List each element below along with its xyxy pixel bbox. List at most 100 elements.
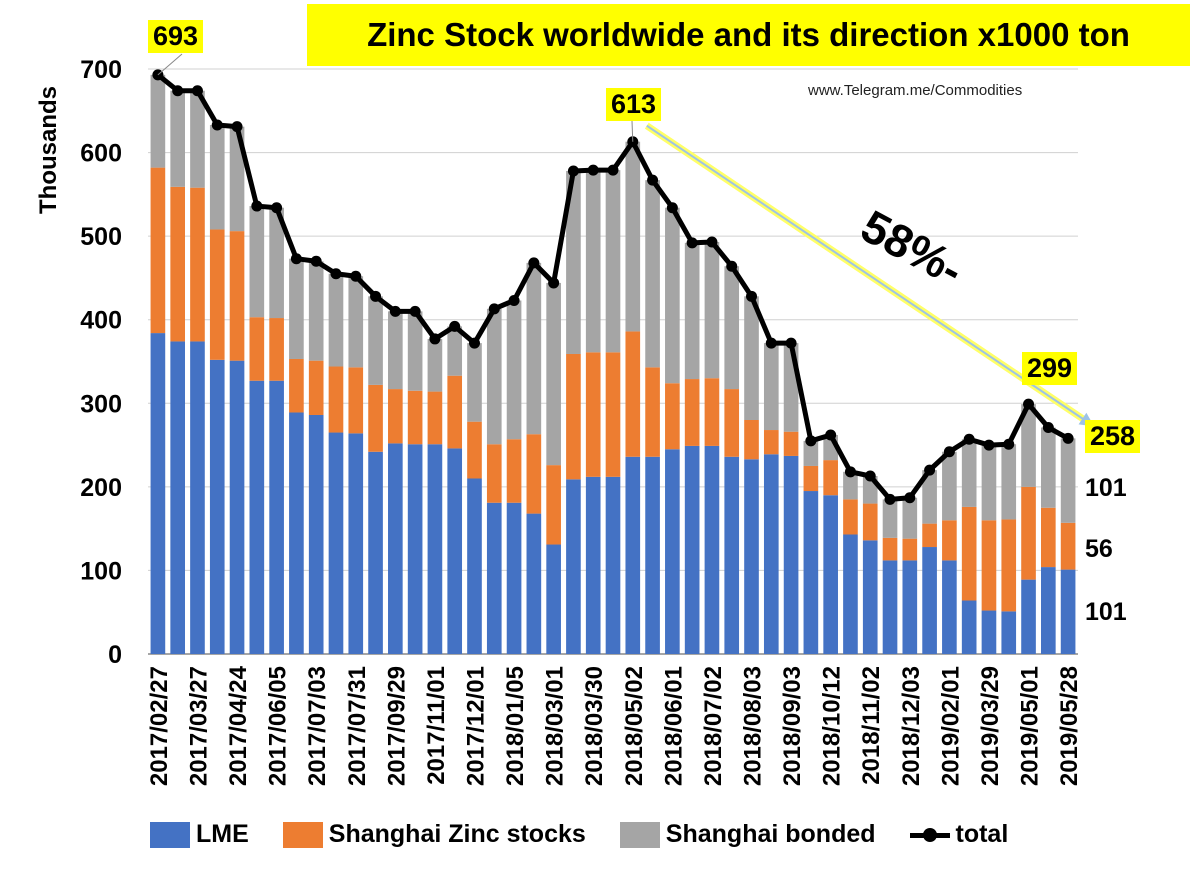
bar-lme (566, 479, 581, 654)
trend-arrow-line (646, 124, 1095, 428)
bar-shanghai-zinc-stocks (942, 520, 957, 561)
point-total (231, 121, 243, 133)
point-total (726, 260, 738, 272)
bar-lme (862, 540, 878, 654)
bar-shanghai-zinc-stocks (744, 420, 759, 460)
legend-total-label: total (955, 820, 1009, 848)
point-total (409, 305, 421, 317)
bar-shanghai-zinc-stocks (170, 186, 186, 342)
point-total (211, 119, 223, 131)
bar-shanghai-zinc-stocks (625, 331, 641, 457)
y-tick-label: 300 (80, 390, 122, 418)
point-total (290, 253, 302, 265)
bar-lme (744, 459, 759, 654)
bar-shanghai-bonded (1040, 427, 1056, 508)
point-total (370, 290, 382, 302)
point-total (943, 446, 955, 458)
bar-shanghai-zinc-stocks (150, 167, 166, 334)
total-line (152, 53, 1074, 505)
point-total (805, 435, 817, 447)
bar-shanghai-zinc-stocks (407, 390, 423, 445)
bar-shanghai-zinc-stocks (862, 503, 878, 541)
point-total (963, 433, 975, 445)
bar-shanghai-zinc-stocks (704, 378, 720, 446)
bar-shanghai-bonded (368, 296, 383, 385)
legend-lme: LME (150, 820, 249, 849)
point-total (528, 257, 540, 269)
bar-lme (882, 560, 898, 654)
bar-shanghai-zinc-stocks (289, 358, 304, 413)
bar-lme (467, 478, 482, 654)
bar-shanghai-bonded (526, 262, 542, 435)
bar-lme (605, 476, 621, 654)
x-tick-label: 2018/10/12 (819, 666, 846, 786)
legend: LME Shanghai Zinc stocks Shanghai bonded… (150, 820, 1190, 849)
bar-shanghai-zinc-stocks (803, 465, 819, 492)
x-tick-label: 2017/03/27 (185, 666, 212, 786)
x-tick-label: 2017/07/31 (344, 666, 371, 786)
y-tick-label: 100 (80, 557, 122, 585)
bar-shanghai-bonded (308, 261, 324, 361)
bar-lme (724, 456, 740, 654)
bar-shanghai-zinc-stocks (506, 439, 522, 503)
bar-shanghai-zinc-stocks (546, 465, 561, 545)
x-tick-label: 2018/07/02 (700, 666, 727, 786)
bar-shanghai-bonded (665, 207, 680, 384)
bar-lme (684, 445, 700, 654)
point-total (567, 165, 579, 177)
bar-shanghai-bonded (803, 440, 819, 466)
bar-lme (388, 443, 403, 654)
point-total (548, 277, 560, 289)
end-lme-label: 101 (1085, 598, 1127, 626)
bar-shanghai-zinc-stocks (209, 229, 225, 360)
bar-shanghai-zinc-stocks (566, 353, 581, 480)
legend-total: total (909, 820, 1009, 849)
point-total (587, 164, 599, 176)
bar-lme (447, 448, 463, 654)
bar-lme (190, 341, 205, 654)
bar-shanghai-bonded (209, 124, 225, 230)
bar-shanghai-bonded (190, 90, 205, 188)
bar-lme (229, 360, 245, 654)
bar-shanghai-zinc-stocks (249, 317, 265, 381)
bar-shanghai-zinc-stocks (961, 506, 977, 601)
bar-shanghai-bonded (229, 126, 245, 232)
bar-lme (645, 456, 660, 654)
y-tick-label: 600 (80, 140, 122, 168)
bar-shanghai-zinc-stocks (645, 367, 660, 457)
x-tick-label: 2017/04/24 (225, 665, 252, 786)
bar-shanghai-bonded (684, 242, 700, 380)
bar-lme (289, 412, 304, 654)
point-total (172, 85, 184, 97)
bar-shanghai-zinc-stocks (388, 389, 403, 444)
bar-shanghai-zinc-stocks (922, 523, 937, 548)
bar-shanghai-zinc-stocks (1040, 507, 1056, 568)
bar-lme (763, 454, 779, 654)
x-tick-label: 2018/06/01 (660, 666, 687, 786)
bar-lme (546, 544, 561, 654)
start-total-label: 693 (148, 20, 204, 53)
x-tick-label: 2019/05/01 (1017, 666, 1044, 786)
legend-shanghai: Shanghai Zinc stocks (282, 820, 586, 849)
x-axis-ticks: 2017/02/27 2017/03/27 2017/04/24 2017/06/05… (146, 665, 1083, 786)
point-total (508, 294, 520, 306)
bar-shanghai-zinc-stocks (783, 431, 799, 456)
bar-shanghai-zinc-stocks (190, 187, 205, 342)
bar-lme (823, 495, 838, 654)
bar-shanghai-bonded (981, 445, 997, 521)
legend-bonded-label: Shanghai bonded (665, 820, 876, 848)
peak-label-leader (631, 120, 634, 142)
bar-shanghai-zinc-stocks (1060, 522, 1076, 570)
point-total (686, 237, 698, 249)
bar-lme (1040, 567, 1056, 654)
bar-shanghai-bonded (566, 170, 581, 354)
bar-shanghai-bonded (724, 266, 740, 390)
bar-lme (922, 547, 937, 654)
bar-lme (843, 534, 858, 654)
legend-lme-swatch (150, 821, 190, 848)
bar-shanghai-zinc-stocks (902, 538, 918, 561)
legend-bonded-swatch (619, 821, 660, 848)
bar-shanghai-zinc-stocks (229, 231, 245, 361)
stacked-bars (150, 74, 1076, 654)
point-total (904, 492, 916, 504)
